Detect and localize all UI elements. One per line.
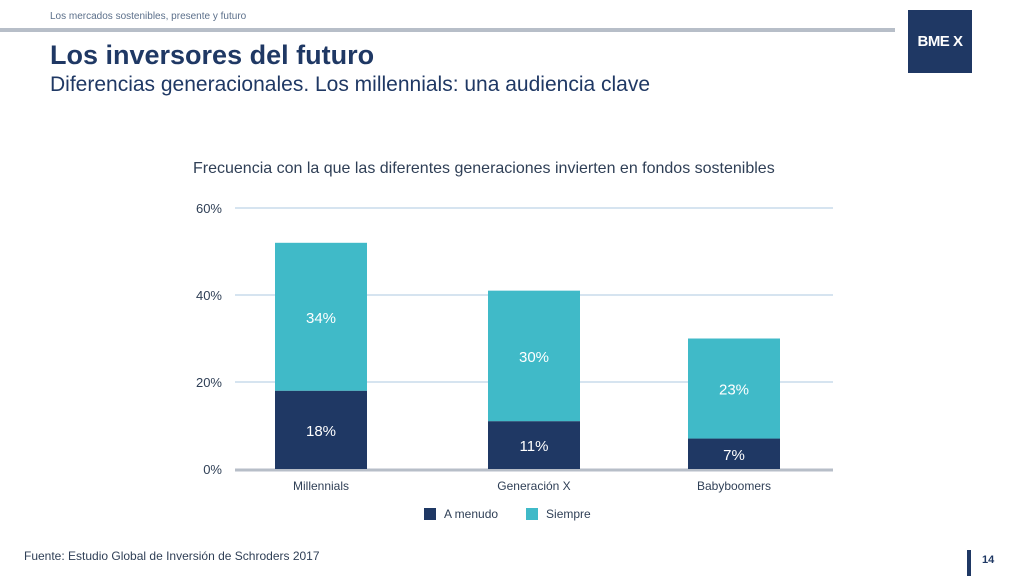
bar-segment: [688, 338, 780, 439]
data-label: 7%: [723, 447, 745, 464]
legend-item-siempre: Siempre: [526, 507, 591, 521]
bar-segment: [488, 290, 580, 422]
section-caption: Los mercados sostenibles, presente y fut…: [50, 11, 247, 22]
bme-logo: BME X: [908, 10, 972, 73]
legend-label-a-menudo: A menudo: [444, 507, 499, 521]
data-label: 30%: [519, 349, 549, 366]
page-title: Los inversores del futuro: [50, 40, 375, 70]
page-marker: [967, 550, 971, 576]
label-layer: 0% 20% 40% 60% 18% 34% Millennials 11% 30% Genera…: [196, 201, 771, 493]
data-label: 34%: [306, 310, 336, 327]
x-tick-label: Millennials: [293, 479, 349, 493]
bar-layer: [275, 242, 780, 469]
legend-label-siempre: Siempre: [546, 507, 591, 521]
header-divider: [0, 28, 895, 32]
bar-segment: [275, 390, 367, 469]
data-label: 11%: [520, 438, 549, 455]
legend-item-a-menudo: A menudo: [424, 507, 498, 521]
legend-swatch-a-menudo: [424, 508, 436, 520]
chart-legend: A menudo Siempre: [424, 507, 591, 521]
legend-swatch-siempre: [526, 508, 539, 520]
bar-segment: [688, 438, 780, 469]
x-tick-label: Babyboomers: [697, 479, 771, 493]
y-tick-label: 40%: [196, 288, 222, 303]
data-label: 23%: [719, 382, 749, 399]
source-note: Fuente: Estudio Global de Inversión de S…: [24, 549, 320, 563]
y-tick-label: 60%: [196, 201, 222, 216]
bar-segment: [275, 242, 367, 391]
data-label: 18%: [306, 423, 336, 440]
y-tick-label: 0%: [203, 462, 222, 477]
bar-segment: [488, 421, 580, 469]
x-tick-label: Generación X: [497, 479, 570, 493]
page-subtitle: Diferencias generacionales. Los millenni…: [50, 73, 651, 96]
page-number: 14: [982, 554, 995, 566]
chart-title: Frecuencia con la que las diferentes gen…: [193, 160, 775, 177]
y-tick-label: 20%: [196, 375, 222, 390]
